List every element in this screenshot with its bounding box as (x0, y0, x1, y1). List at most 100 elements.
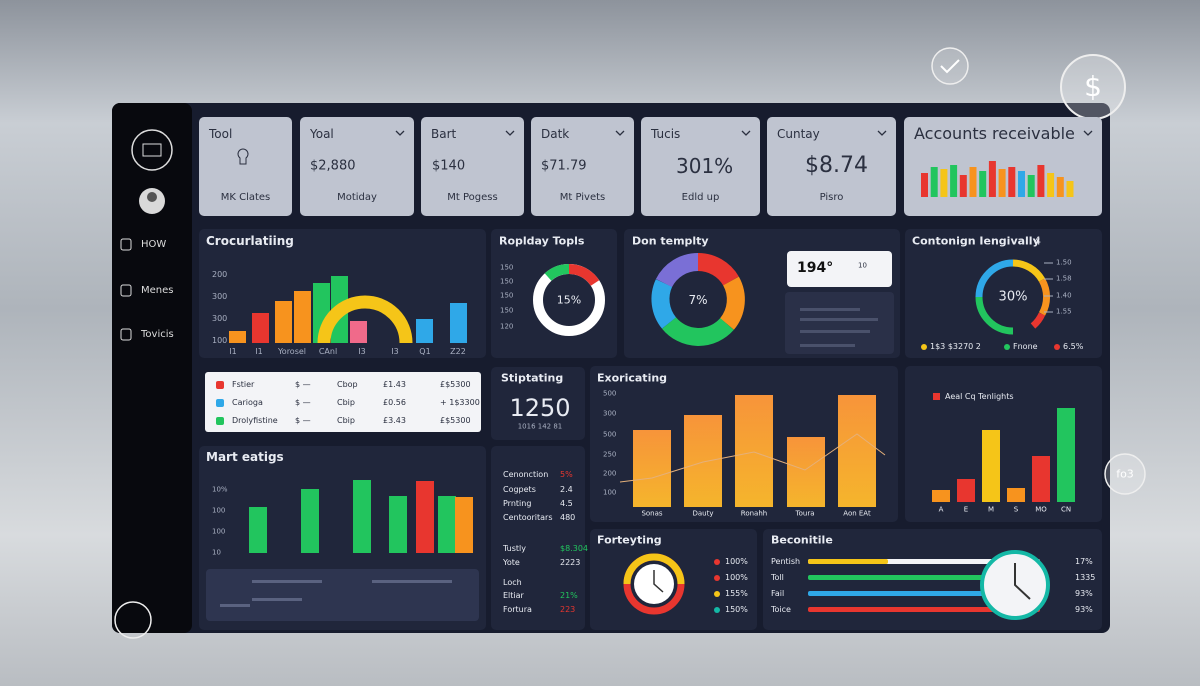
list-label: Fortura (503, 605, 532, 614)
nav-icon (120, 238, 132, 251)
list-label: Cogpets (503, 485, 536, 494)
gauge-tick: 1.40 (1056, 291, 1072, 300)
legend-swatch (933, 393, 940, 400)
kpi-sub: Motiday (337, 192, 377, 203)
bar (389, 496, 407, 553)
mini-bar (940, 169, 948, 197)
x-tick-label: CN (1060, 505, 1072, 514)
row-value: 93% (1075, 605, 1093, 614)
x-tick-label: CAnl (318, 347, 338, 356)
gauge (1038, 278, 1051, 316)
arc (317, 295, 413, 344)
mini-bar (950, 165, 958, 197)
panel-title: Stiptating (501, 371, 564, 385)
legend-cell: £0.56 (383, 398, 406, 407)
row-label: Toice (771, 605, 791, 614)
legend-entry: Fnone (1013, 342, 1038, 351)
tag-icon-label: fo3 (1116, 467, 1134, 481)
y-tick-label: 250 (603, 450, 617, 459)
gauge (975, 296, 1014, 335)
x-tick-label: Q1 (419, 347, 431, 356)
bar (787, 437, 825, 507)
x-tick-label: Sonas (641, 509, 663, 518)
panel-title: Contonign Iengivally (912, 234, 1040, 248)
legend-cell: £1.43 (383, 380, 406, 389)
y-tick-label: 500 (603, 389, 617, 398)
list-label: Loch (503, 578, 522, 587)
kpi-card (199, 117, 292, 216)
legend-cell: Carioga (232, 398, 263, 407)
kpi-card (421, 117, 524, 216)
bar (353, 480, 371, 553)
panel-title: Aeal Cq Tenlights (945, 392, 1014, 401)
kpi-title: Accounts receivable (914, 124, 1075, 143)
x-tick-label: Toura (795, 509, 815, 518)
x-tick-label: M (987, 505, 995, 514)
mini-bar (969, 167, 977, 197)
kpi-title: Cuntay (777, 127, 820, 141)
y-tick-label: 100 (603, 488, 617, 497)
nav-icon (120, 284, 132, 297)
list-value: 480 (560, 513, 576, 522)
mini-bar (1008, 167, 1016, 197)
donut-slice (662, 316, 734, 346)
gauge-ring (623, 553, 685, 585)
kpi-sub: MK Clates (220, 192, 271, 203)
list-value: 2.4 (560, 485, 573, 494)
nav-item: Menes (141, 285, 174, 296)
bulb-icon (237, 148, 249, 165)
bar (982, 430, 1000, 502)
gauge-tick: 1.55 (1056, 307, 1072, 316)
kpi-value: $2,880 (310, 158, 356, 174)
kpi-title: Bart (431, 127, 457, 141)
panel-title: Mart eatigs (206, 450, 284, 464)
x-tick-label: E (963, 505, 969, 514)
kpi-card (300, 117, 414, 216)
donut-slice (651, 279, 677, 329)
x-tick-label: A (938, 505, 944, 514)
list-value: 2223 (560, 558, 581, 567)
trend-line (619, 433, 886, 483)
bar (1032, 456, 1050, 502)
stat-sub: 1016 142 81 (517, 422, 563, 431)
nav-item: Tovicis (141, 329, 174, 340)
bar (1057, 408, 1075, 502)
bar (633, 430, 671, 507)
row-label: Toll (771, 573, 784, 582)
legend-swatch (216, 381, 224, 389)
mini-bar (1027, 175, 1035, 197)
skeleton-line (800, 308, 860, 311)
legend-dot (714, 559, 720, 565)
bar (684, 415, 722, 507)
check-mark (940, 59, 960, 74)
legend-entry: 100% (725, 573, 748, 582)
bar (416, 481, 434, 553)
donut-slice (719, 276, 745, 330)
skeleton-line (800, 344, 855, 347)
list-label: Tustly (503, 544, 527, 553)
skeleton-line (220, 604, 250, 607)
panel (905, 366, 1102, 522)
kpi-card (641, 117, 760, 216)
legend-cell: £$5300 (440, 416, 471, 425)
donut-label: 15% (556, 293, 582, 307)
legend-entry: 6.5% (1063, 342, 1084, 351)
logo-mark (142, 143, 162, 157)
x-tick-label: Z22 (450, 347, 466, 356)
mini-bar (1056, 177, 1064, 197)
nav-item: HOW (141, 239, 167, 250)
legend-cell: $ — (295, 380, 311, 389)
mini-bar (1047, 173, 1055, 197)
list-value: 5% (560, 470, 573, 479)
bar (1007, 488, 1025, 502)
chevron (615, 130, 625, 136)
stat-value: 1250 (509, 394, 571, 422)
legend-entry: 1$3 $3270 2 (930, 342, 981, 351)
check-icon (931, 47, 969, 85)
kpi-title: Tool (209, 127, 233, 141)
chevron (505, 130, 515, 136)
legend-dot (921, 344, 927, 350)
y-tick-label: 10% (212, 485, 228, 494)
legend-dot (714, 575, 720, 581)
